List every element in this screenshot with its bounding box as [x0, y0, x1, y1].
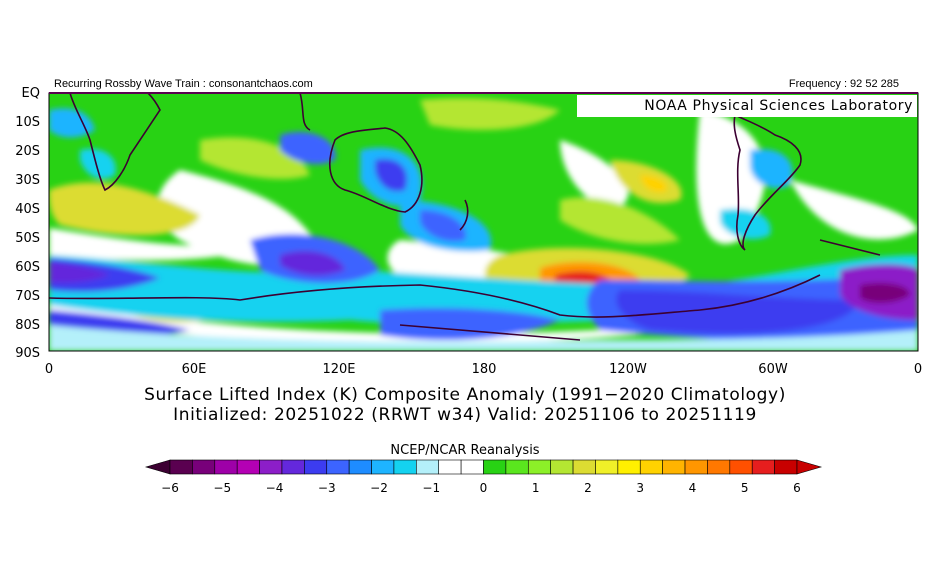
colorbar-swatch	[169, 459, 193, 475]
x-tick-label: 180	[471, 362, 497, 377]
continent-outlines	[49, 93, 881, 341]
x-tick-label: 0	[44, 362, 54, 377]
colorbar-swatch	[684, 459, 708, 475]
y-tick-label: 80S	[15, 318, 40, 333]
y-tick-label: 40S	[15, 202, 40, 217]
colorbar-tick-label: −2	[370, 481, 388, 495]
colorbar-tick-label: 2	[584, 481, 592, 495]
colorbar-swatch	[505, 459, 529, 475]
colorbar-tick-label: −5	[213, 481, 232, 495]
colorbar-swatch	[304, 459, 328, 475]
colorbar-swatch	[595, 459, 619, 475]
header-right-text: Frequency : 92 52 285	[788, 78, 899, 90]
colorbar-swatch	[281, 459, 305, 475]
header-left-text: Recurring Rossby Wave Train : consonantc…	[54, 78, 313, 90]
y-tick-label: 60S	[15, 260, 40, 275]
chart-title: Surface Lifted Index (K) Composite Anoma…	[144, 385, 786, 405]
x-tick-label: 0	[913, 362, 923, 377]
colorbar-swatch	[259, 459, 283, 475]
colorbar-swatch	[393, 459, 417, 475]
colorbar-swatch	[416, 459, 440, 475]
colorbar-swatch	[662, 459, 686, 475]
colorbar-tick-label: −1	[422, 481, 441, 495]
colorbar-swatch	[617, 459, 641, 475]
colorbar-swatch	[639, 459, 663, 475]
colorbar-tick-label: 1	[531, 481, 540, 495]
y-tick-label: 70S	[15, 289, 40, 304]
anomaly-field	[49, 93, 918, 351]
colorbar-swatch	[774, 459, 798, 475]
chart-subtitle: Initialized: 20251022 (RRWT w34) Valid: …	[173, 405, 757, 425]
y-tick-label: 90S	[15, 346, 40, 361]
y-tick-label: 20S	[15, 144, 40, 159]
colorbar-title: NCEP/NCAR Reanalysis	[390, 443, 540, 458]
colorbar-tick-label: 4	[688, 481, 697, 495]
colorbar-tick-label: −3	[317, 481, 336, 495]
colorbar-tick-label: −4	[265, 481, 284, 495]
y-tick-label: 50S	[15, 231, 40, 246]
x-tick-label: 120E	[322, 362, 356, 377]
colorbar-swatch	[729, 459, 753, 475]
colorbar-tick-label: 6	[793, 481, 801, 495]
colorbar-swatch	[371, 459, 395, 475]
y-tick-label: 30S	[15, 173, 40, 188]
colorbar-tick-label: 0	[479, 481, 488, 495]
colorbar-left-arrow	[144, 459, 171, 475]
colorbar-swatch	[751, 459, 775, 475]
colorbar	[144, 459, 823, 475]
colorbar-swatch	[550, 459, 574, 475]
colorbar-swatch	[527, 459, 551, 475]
colorbar-swatch	[192, 459, 216, 475]
colorbar-swatch	[707, 459, 731, 475]
colorbar-tick-label: 3	[636, 481, 645, 495]
colorbar-tick-label: 5	[740, 481, 749, 495]
x-tick-label: 60W	[758, 362, 788, 377]
colorbar-swatch	[572, 459, 596, 475]
colorbar-right-arrow	[796, 459, 823, 475]
colorbar-swatch	[326, 459, 350, 475]
y-tick-label: EQ	[21, 86, 40, 101]
noaa-watermark: NOAA Physical Sciences Laboratory	[577, 95, 917, 117]
colorbar-swatch	[214, 459, 238, 475]
colorbar-swatch	[348, 459, 372, 475]
colorbar-tick-label: −6	[161, 481, 179, 495]
x-tick-label: 120W	[609, 362, 647, 377]
y-tick-label: 10S	[15, 115, 40, 130]
colorbar-swatch	[236, 459, 260, 475]
colorbar-swatch	[483, 459, 507, 475]
x-tick-label: 60E	[181, 362, 207, 377]
colorbar-swatch	[460, 459, 484, 475]
colorbar-swatch	[438, 459, 462, 475]
